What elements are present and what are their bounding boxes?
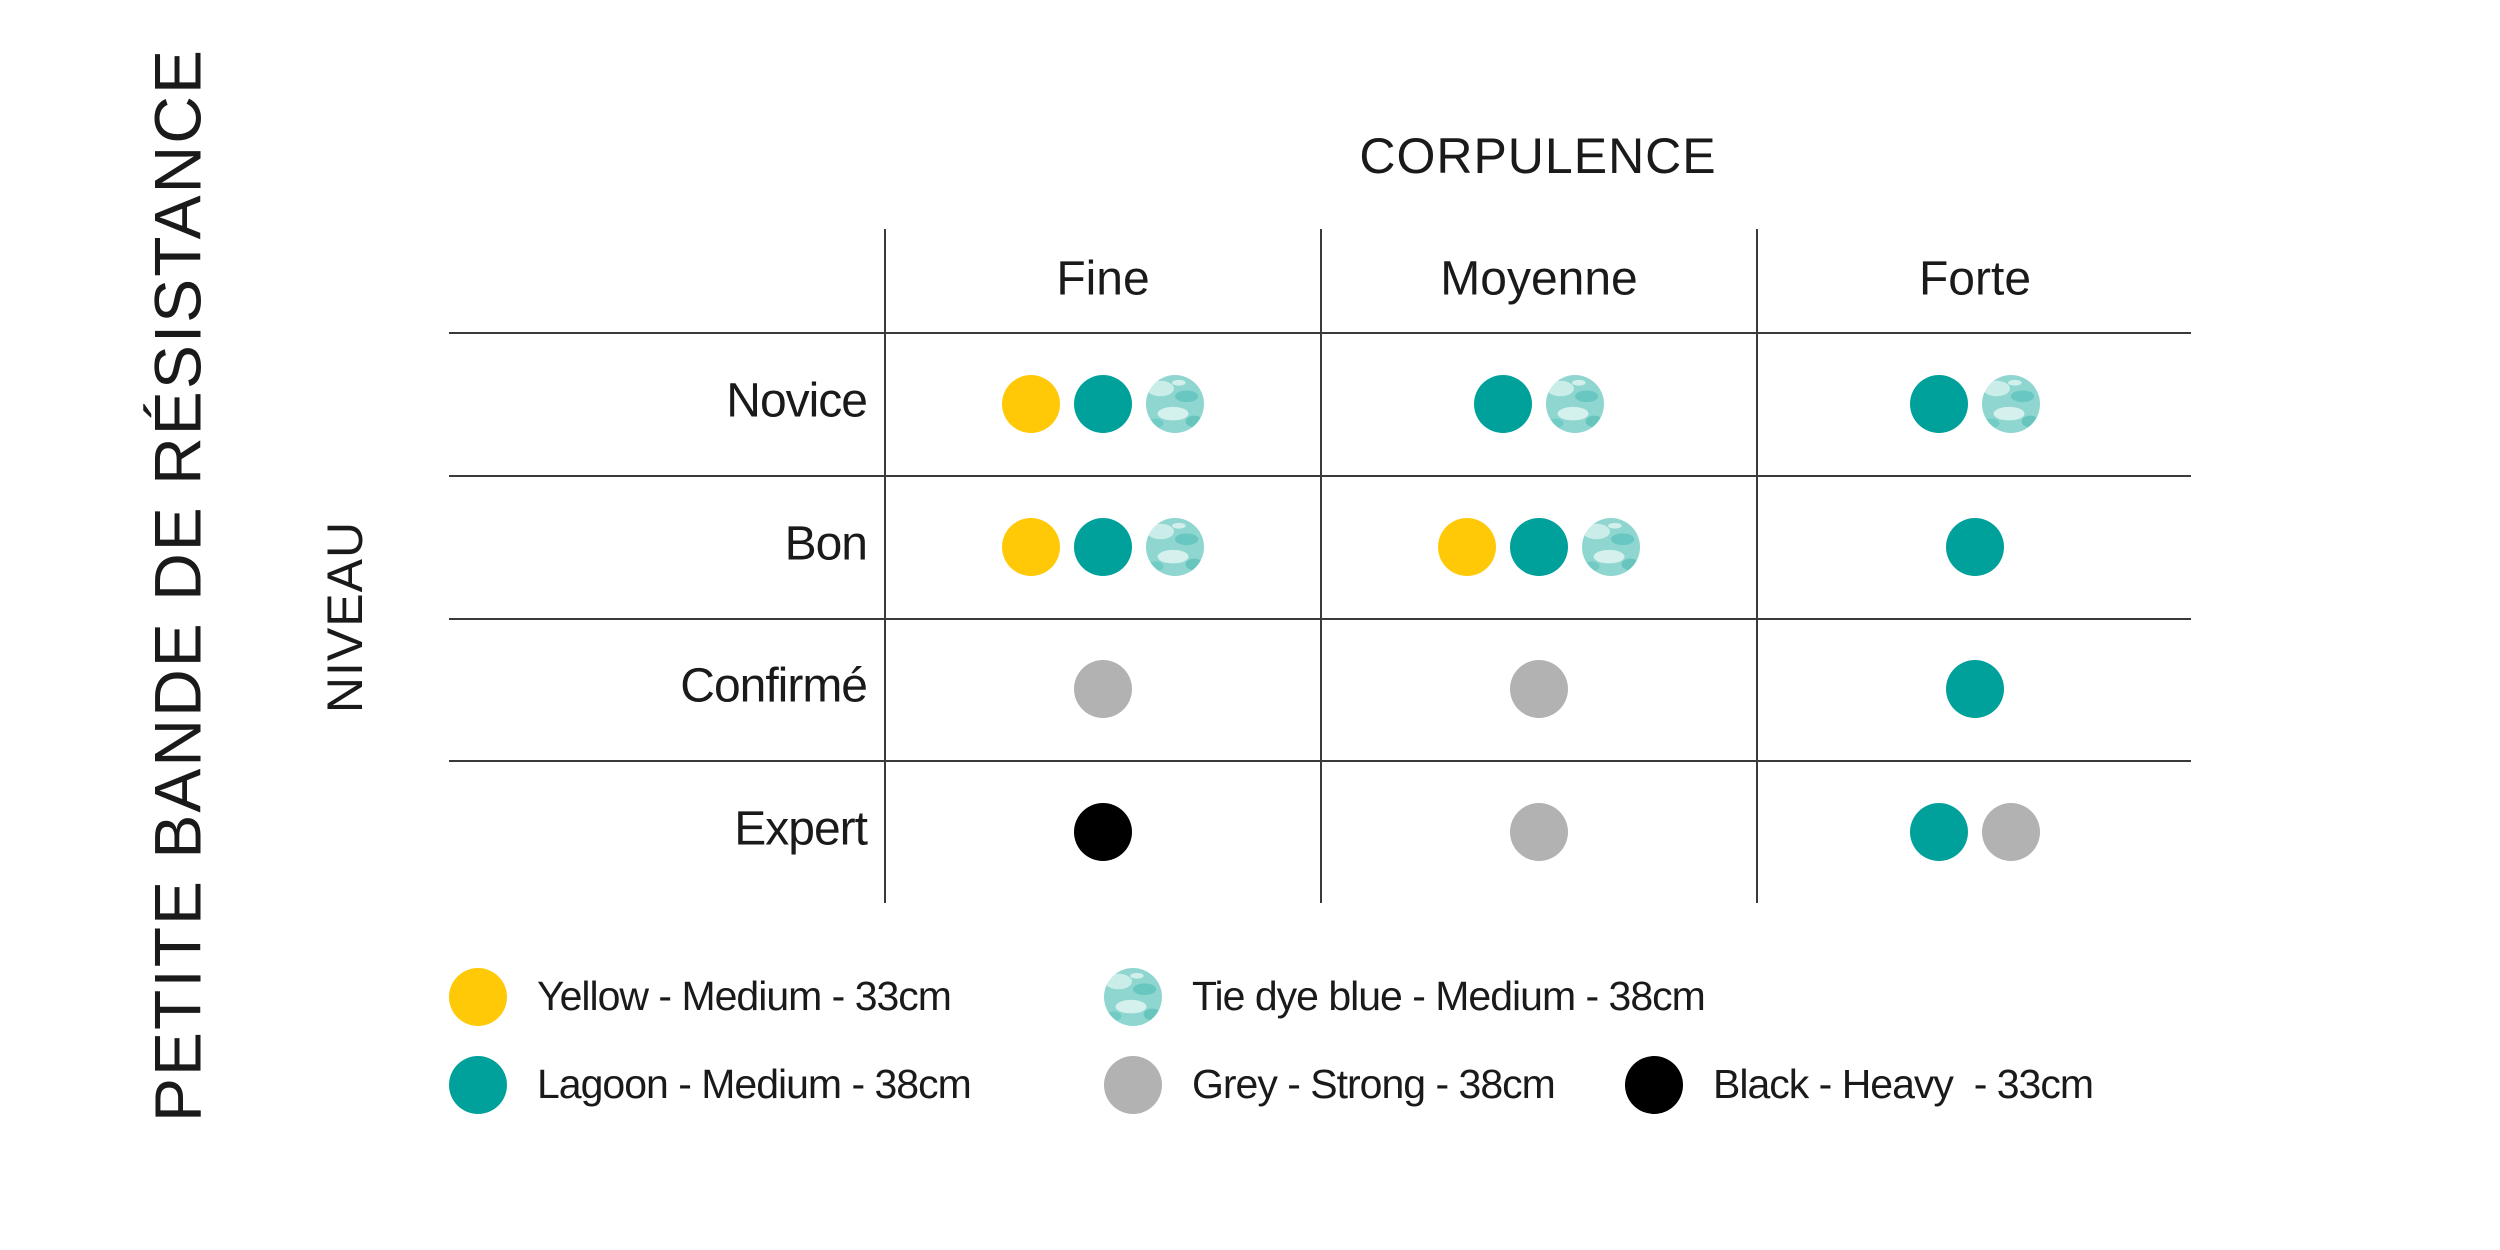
legend-swatch: [449, 1056, 507, 1114]
band-dot: [1946, 518, 2004, 576]
legend-label: Lagoon - Medium - 38cm: [537, 1061, 971, 1107]
legend-label: Black - Heavy - 33cm: [1713, 1061, 2093, 1107]
band-dot: [1474, 375, 1532, 433]
band-dot: [1982, 803, 2040, 861]
row-header: Novice: [726, 375, 867, 428]
band-dot: [1438, 518, 1496, 576]
band-dot: [1146, 375, 1204, 433]
band-dot: [1074, 375, 1132, 433]
band-dot: [1074, 518, 1132, 576]
legend-label: Tie dye blue - Medium - 38cm: [1192, 973, 1705, 1019]
legend-swatch: [449, 968, 507, 1026]
legend-swatch: [1625, 1056, 1683, 1114]
band-dot: [1146, 518, 1204, 576]
title: PETITE BANDE DE RÉSISTANCE: [140, 48, 214, 1122]
band-dot: [1910, 375, 1968, 433]
band-dot: [1510, 518, 1568, 576]
band-dot: [1946, 660, 2004, 718]
row-header: Confirmé: [680, 660, 867, 713]
column-header: Moyenne: [1440, 253, 1637, 306]
column-axis-label: CORPULENCE: [1359, 128, 1716, 184]
column-header: Fine: [1056, 253, 1149, 306]
band-dot: [1982, 375, 2040, 433]
band-dot: [1910, 803, 1968, 861]
row-header: Bon: [785, 518, 867, 571]
band-dot: [1002, 375, 1060, 433]
column-header: Forte: [1919, 253, 2031, 306]
band-dot: [1582, 518, 1640, 576]
band-dot: [1510, 803, 1568, 861]
band-dot: [1002, 518, 1060, 576]
row-axis-label: NIVEAU: [317, 521, 373, 713]
legend-swatch: [1104, 968, 1162, 1026]
band-dot: [1546, 375, 1604, 433]
legend-label: Grey - Strong - 38cm: [1192, 1061, 1555, 1107]
band-dot: [1074, 660, 1132, 718]
band-dot: [1510, 660, 1568, 718]
band-dot: [1074, 803, 1132, 861]
table-rules: [449, 229, 2191, 903]
row-header: Expert: [734, 803, 867, 856]
legend-label: Yellow - Medium - 33cm: [537, 973, 951, 1019]
legend-swatch: [1104, 1056, 1162, 1114]
